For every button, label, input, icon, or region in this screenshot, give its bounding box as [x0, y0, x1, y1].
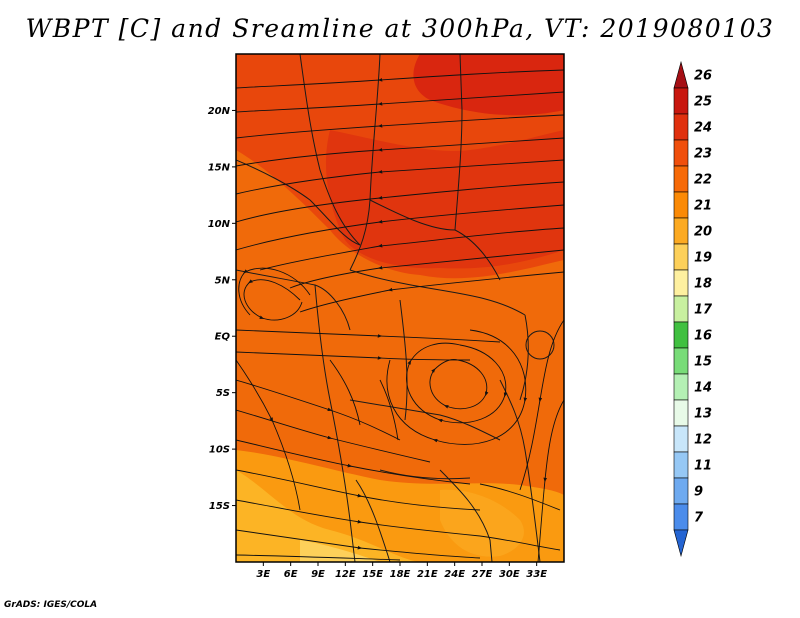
colorbar-swatch: [673, 139, 689, 167]
lon-tick-label: 21E: [417, 569, 438, 580]
lat-tick-label: 15N: [208, 162, 231, 173]
colorbar-swatch: [673, 503, 689, 531]
colorbar-swatch: [673, 191, 689, 219]
colorbar-swatch: [673, 217, 689, 245]
lon-tick-label: 30E: [499, 569, 520, 580]
colorbar-label: 19: [694, 251, 712, 266]
streamlines: [236, 69, 564, 562]
colorbar-label: 9: [694, 485, 703, 500]
colorbar-swatch: [673, 451, 689, 479]
latitude-axis: 20N 15N 10N 5N EQ 5S 10S 15S: [208, 106, 236, 512]
lat-tick-label: 5N: [215, 275, 231, 286]
colorbar-label: 26: [694, 69, 712, 84]
colorbar-swatch: [673, 243, 689, 271]
longitude-axis: 3E 6E 9E 12E 15E 18E 21E 24E 27E 30E 33E: [256, 562, 547, 580]
map-plot-area: [236, 54, 564, 562]
colorbar-swatch: [673, 295, 689, 323]
lat-tick-label: 20N: [208, 106, 231, 117]
lat-tick-label: EQ: [215, 332, 231, 343]
colorbar-label: 18: [694, 277, 712, 292]
colorbar-label: 25: [694, 95, 712, 110]
colorbar-swatch: [673, 165, 689, 193]
colorbar-label: 21: [694, 199, 712, 214]
colorbar-swatch: [673, 347, 689, 375]
colorbar-label: 12: [694, 433, 712, 448]
colorbar-swatch: [673, 269, 689, 297]
lon-tick-label: 24E: [444, 569, 465, 580]
wbpt-field-hot-north: [325, 130, 564, 269]
colorbar-label: 7: [694, 511, 704, 526]
colorbar-swatch: [673, 321, 689, 349]
colorbar-swatch: [673, 87, 689, 115]
chart-title: WBPT [C] and Sreamline at 300hPa, VT: 20…: [25, 14, 775, 43]
lon-tick-label: 27E: [472, 569, 493, 580]
lat-tick-label: 10N: [208, 219, 231, 230]
colorbar-label: 17: [694, 303, 713, 318]
colorbar-label: 22: [694, 173, 712, 188]
colorbar: 26 25 24 23 22 21 20 19 18 17 16 15 14 13 12 11 9 7: [673, 60, 713, 558]
lon-tick-label: 33E: [526, 569, 547, 580]
lon-tick-label: 12E: [335, 569, 356, 580]
credit-text: GrADS: IGES/COLA: [4, 600, 98, 610]
colorbar-label: 20: [694, 225, 712, 240]
wbpt-field-cooler-south: [236, 470, 420, 562]
colorbar-swatch: [673, 425, 689, 453]
lon-tick-label: 9E: [311, 569, 325, 580]
lon-tick-label: 3E: [256, 569, 270, 580]
colorbar-swatch: [673, 113, 689, 141]
colorbar-label: 15: [694, 355, 712, 370]
colorbar-swatch: [673, 529, 689, 558]
colorbar-label: 14: [694, 381, 712, 396]
lat-tick-label: 10S: [209, 445, 230, 456]
colorbar-swatch: [673, 60, 689, 89]
lat-tick-label: 15S: [209, 501, 230, 512]
lon-tick-label: 15E: [362, 569, 383, 580]
colorbar-swatch: [673, 477, 689, 505]
lon-tick-label: 18E: [390, 569, 411, 580]
colorbar-label: 24: [694, 121, 712, 136]
colorbar-swatch: [673, 373, 689, 401]
lat-tick-label: 5S: [216, 388, 230, 399]
colorbar-label: 11: [694, 459, 712, 474]
wbpt-field-hot-northeast: [413, 54, 564, 116]
colorbar-label: 16: [694, 329, 712, 344]
colorbar-swatch: [673, 399, 689, 427]
colorbar-label: 13: [694, 407, 712, 422]
colorbar-label: 23: [694, 147, 712, 162]
lon-tick-label: 6E: [284, 569, 298, 580]
wbpt-field-coolest-south: [300, 540, 380, 562]
